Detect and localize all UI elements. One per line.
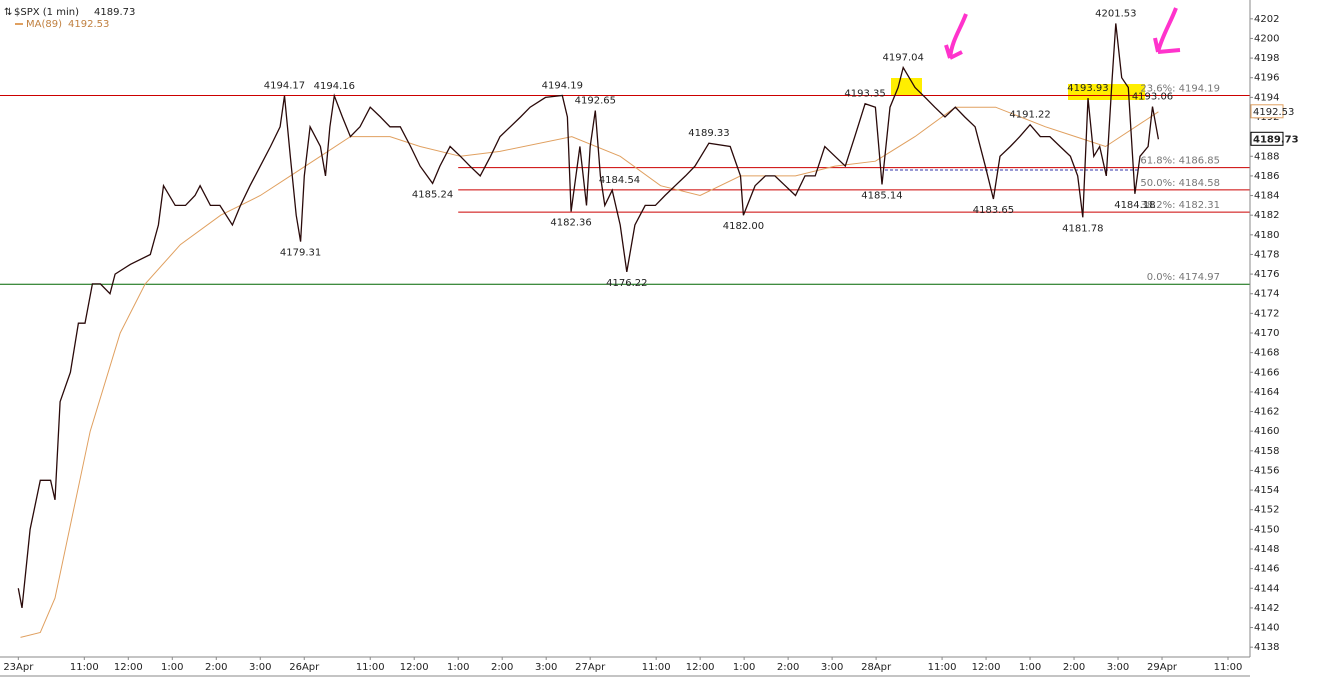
y-tick-label: 4170 [1254,328,1279,339]
arrow [944,13,968,60]
legend-value: 4192.53 [68,19,109,30]
y-tick-label: 4180 [1254,230,1279,241]
x-tick-label: 2:00 [491,662,513,673]
x-tick-label: 11:00 [642,662,671,673]
y-tick-label: 4202 [1254,14,1279,25]
x-tick-label: 27Apr [575,662,606,673]
last-value-label: 4189.73 [1253,134,1299,145]
y-tick-label: 4146 [1254,564,1279,575]
price-label: 4189.33 [688,128,729,139]
y-tick-label: 4164 [1254,387,1279,398]
y-tick-label: 4156 [1254,465,1279,476]
x-tick-label: 3:00 [821,662,843,673]
last-value-box [1250,104,1284,119]
x-tick-label: 11:00 [1214,662,1243,673]
y-tick-label: 4140 [1254,623,1279,634]
legend-label: MA(89) [26,19,62,30]
plot-layer: 23.6%: 4194.19 61.8%: 4186.85 50.0%: 4184.… [0,8,1250,638]
level-label: 61.8%: 4186.85 [1140,156,1220,167]
x-tick-label: 3:00 [535,662,557,673]
level-label: 38.2%: 4182.31 [1140,200,1220,211]
y-tick-label: 4174 [1254,289,1279,300]
price-label: 4183.65 [973,205,1014,216]
price-label: 4191.22 [1009,110,1050,121]
x-tick-label: 26Apr [289,662,320,673]
price-label: 4201.53 [1095,8,1136,19]
y-tick-label: 4200 [1254,33,1279,44]
price-label: 4182.00 [723,221,764,232]
x-tick-label: 2:00 [205,662,227,673]
price-label: 4185.14 [861,190,902,201]
price-label: 4185.24 [412,189,453,200]
y-tick-label: 4178 [1254,249,1279,260]
last-value-label: 4192.53 [1253,107,1294,118]
y-tick-label: 4160 [1254,426,1279,437]
y-tick-label: 4150 [1254,524,1279,535]
y-tick-label: 4154 [1254,485,1279,496]
x-tick-label: 11:00 [928,662,957,673]
price-label: 4194.16 [314,81,355,92]
price-label: 4197.04 [883,53,924,64]
y-tick-label: 4152 [1254,505,1279,516]
x-tick-label: 23Apr [3,662,34,673]
level-label: 23.6%: 4194.19 [1140,83,1220,94]
y-tick-label: 4158 [1254,446,1279,457]
price-label: 4182.36 [550,218,591,229]
y-tick-label: 4166 [1254,367,1279,378]
y-tick-label: 4198 [1254,53,1279,64]
legend-value: 4189.73 [94,7,135,18]
legend-label: $SPX (1 min) [14,7,79,18]
price-label: 4193.93 [1067,83,1108,94]
price-label: 4179.31 [280,248,321,259]
highlight [1068,84,1145,100]
price-label: 4194.17 [264,81,305,92]
x-tick-label: 2:00 [1063,662,1085,673]
x-tick-label: 2:00 [777,662,799,673]
price-label: 4184.54 [599,175,640,186]
price-label: 4176.22 [606,278,647,289]
y-tick-label: 4176 [1254,269,1279,280]
y-tick-label: 4184 [1254,191,1279,202]
arrow [1153,7,1181,54]
price-label: 4181.78 [1062,223,1103,234]
y-tick-label: 4172 [1254,308,1279,319]
x-tick-label: 1:00 [161,662,183,673]
x-tick-label: 1:00 [733,662,755,673]
y-tick-label: 4144 [1254,583,1279,594]
y-tick-label: 4142 [1254,603,1279,614]
price-label: 4194.19 [542,80,583,91]
last-value-box [1250,131,1284,146]
y-tick-label: 4186 [1254,171,1279,182]
x-tick-label: 3:00 [249,662,271,673]
x-tick-label: 11:00 [356,662,385,673]
x-tick-label: 1:00 [1019,662,1041,673]
x-tick-label: 12:00 [972,662,1001,673]
price-label: 4193.35 [844,89,885,100]
x-tick-label: 12:00 [400,662,429,673]
y-tick-label: 4162 [1254,407,1279,418]
y-tick-label: 4168 [1254,348,1279,359]
y-tick-label: 4148 [1254,544,1279,555]
x-tick-label: 1:00 [447,662,469,673]
legend-icon: ⇅ [4,7,12,18]
x-tick-label: 29Apr [1147,662,1178,673]
y-tick-label: 4188 [1254,151,1279,162]
y-tick-label: 4196 [1254,73,1279,84]
price-label: 4192.65 [575,96,616,107]
price-label: 4184.18 [1114,200,1155,211]
y-tick-label: 4182 [1254,210,1279,221]
x-tick-label: 12:00 [114,662,143,673]
price-label: 4193.06 [1132,92,1173,103]
y-tick-label: 4138 [1254,642,1279,653]
y-tick-label: 4194 [1254,92,1279,103]
x-tick-label: 11:00 [70,662,99,673]
x-tick-label: 3:00 [1107,662,1129,673]
x-tick-label: 28Apr [861,662,892,673]
level-label: 0.0%: 4174.97 [1147,272,1220,283]
series-line [17,23,1160,609]
level-label: 50.0%: 4184.58 [1140,178,1220,189]
x-tick-label: 12:00 [686,662,715,673]
